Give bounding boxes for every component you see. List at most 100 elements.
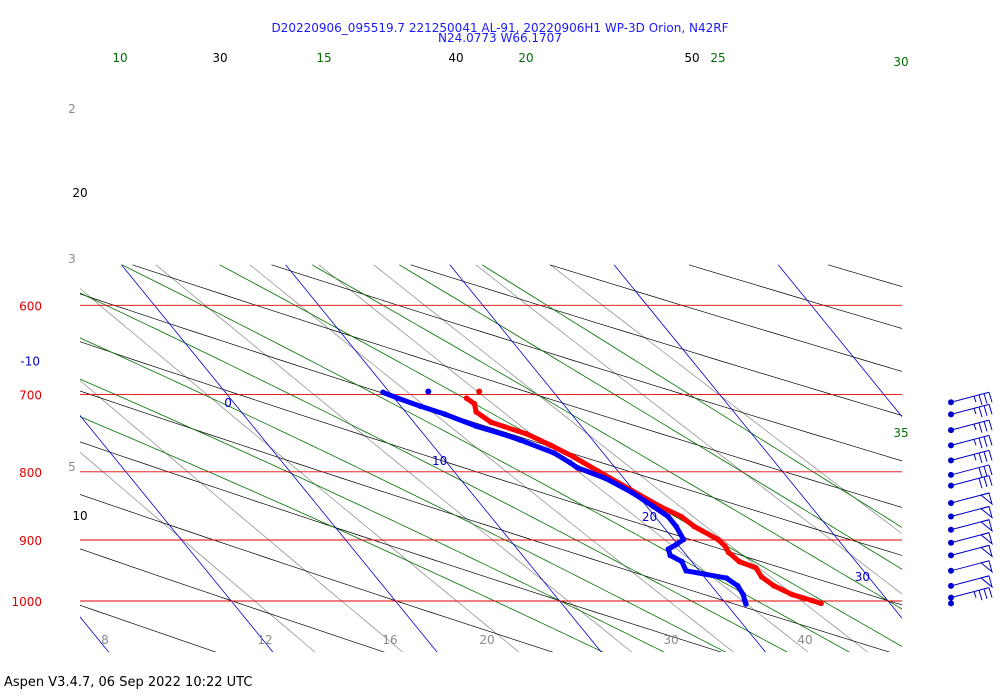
- mixing-ratio-line: [155, 264, 633, 652]
- wind-barb-half: [973, 423, 977, 431]
- dry-adiabat-line: [80, 494, 554, 652]
- isotherm-label: 0: [224, 396, 232, 410]
- wind-barb-full: [988, 450, 993, 461]
- isotherm-line: [613, 264, 902, 619]
- wind-barb-pennant: [979, 519, 993, 533]
- temperature-profile-point: [473, 409, 479, 415]
- wind-barb-full: [978, 590, 983, 601]
- wind-barb-full: [978, 478, 983, 489]
- dewpoint-profile-point: [667, 552, 673, 559]
- mixing-ratio-label: 30: [663, 633, 678, 647]
- moist-adiabat-label: 25: [710, 51, 725, 65]
- wind-barb-full: [983, 405, 988, 416]
- wind-barb-pennant: [979, 544, 993, 558]
- isotherms: [80, 264, 902, 652]
- dry-adiabat-label: 30: [212, 51, 227, 65]
- dewpoint-profile-point: [741, 597, 748, 604]
- temperature-profile-point: [715, 536, 721, 543]
- wind-barb-full: [988, 404, 993, 415]
- wind-barb-full: [988, 475, 993, 486]
- dewpoint-profile-point: [442, 411, 449, 418]
- dry-adiabat-label: 40: [448, 51, 463, 65]
- dewpoint-profile-point: [499, 431, 506, 437]
- mixing-ratio-line: [80, 288, 520, 652]
- mixing-ratio-label: 3: [68, 252, 76, 266]
- isobars: [80, 304, 902, 602]
- dewpoint-point: [425, 388, 432, 395]
- moist-adiabat-label: 35: [893, 426, 908, 440]
- dewpoint-profile-point: [673, 523, 680, 530]
- dewpoint-profile-point: [629, 489, 636, 496]
- dry-adiabat-line: [132, 264, 902, 508]
- temperature-profile-point: [758, 574, 765, 580]
- isotherm-label: 30: [855, 570, 870, 584]
- wind-barb-half: [973, 396, 977, 403]
- moist-adiabat-line: [80, 292, 788, 652]
- dewpoint-profile-point: [417, 403, 424, 410]
- dewpoint-profile-point: [551, 450, 557, 456]
- temperature-profile-point: [753, 564, 759, 571]
- dewpoint-profile-point: [574, 464, 581, 471]
- mixing-ratio-label: 40: [797, 633, 812, 647]
- mixing-ratio-label: 16: [382, 633, 397, 647]
- wind-barb-staff: [950, 434, 990, 446]
- dewpoint-profile-point: [673, 541, 680, 548]
- wind-barb-full: [978, 452, 983, 464]
- wind-barb-half: [973, 408, 977, 415]
- temperature-profile-point: [818, 600, 824, 607]
- dry-adiabat-label: 50: [684, 51, 699, 65]
- moist-adiabat-line: [121, 264, 850, 652]
- mixing-ratio-label: 2: [68, 102, 76, 116]
- temperature-profile-point: [570, 453, 577, 460]
- dewpoint-profile-point: [380, 389, 386, 396]
- mixing-ratio-label: 5: [68, 460, 76, 474]
- moist-adiabats: [80, 264, 902, 652]
- wind-barb-staff: [950, 391, 990, 403]
- wind-barb-full: [988, 587, 993, 598]
- isotherm-label: 10: [432, 454, 447, 468]
- isotherm-line: [449, 264, 766, 652]
- wind-barb-full: [978, 406, 983, 418]
- wind-barb-full: [983, 588, 988, 600]
- mixing-ratio-label: 8: [101, 633, 109, 647]
- dewpoint-profile-point: [394, 395, 401, 401]
- wind-barb-full: [983, 466, 988, 477]
- moist-adiabat-label: 15: [316, 51, 331, 65]
- moist-adiabat-line: [80, 416, 604, 652]
- moist-adiabat-line: [80, 337, 727, 652]
- wind-barb-staff: [950, 419, 990, 431]
- isotherm-line: [121, 264, 438, 652]
- mixing-ratio-line: [318, 264, 809, 652]
- wind-barb-half: [973, 591, 977, 598]
- dewpoint-profile-point: [650, 503, 657, 510]
- dewpoint-profile-point: [567, 459, 573, 466]
- wind-barb-pennant: [979, 505, 993, 519]
- dewpoint-profile-point: [473, 423, 480, 429]
- axis-labels: -10 0 10 20 30 600 700 800 900 1000 30 40 50 20 10 10 15…: [11, 51, 908, 647]
- temperature-profile-point: [725, 549, 732, 556]
- dry-adiabat-label: 10: [72, 509, 87, 523]
- temperature-profile-point: [736, 558, 743, 565]
- dry-adiabat-line: [828, 264, 902, 287]
- profiles: [380, 388, 824, 607]
- moist-adiabat-label: 20: [518, 51, 533, 65]
- isotherm-label: -10: [20, 355, 40, 369]
- isotherm-line: [80, 414, 274, 652]
- wind-barb-full: [988, 419, 993, 431]
- temperature-profile-point: [548, 442, 554, 449]
- moist-adiabat-line: [80, 378, 665, 652]
- temperature-profile-point: [771, 583, 777, 589]
- dewpoint-profile-point: [723, 575, 730, 581]
- temperature-profile-point: [471, 401, 478, 407]
- wind-barb-pennant: [979, 492, 993, 506]
- wind-barb-staff: [950, 403, 990, 415]
- wind-barb-half: [973, 454, 977, 461]
- temperature-profile: [464, 395, 824, 606]
- isotherm-label: 20: [642, 510, 657, 524]
- chart-subtitle: N24.0773 W66.1707: [438, 31, 562, 45]
- dry-adiabat-line: [80, 604, 217, 652]
- mixing-ratio-line: [80, 380, 404, 652]
- wind-barb-full: [983, 476, 988, 488]
- moist-adiabat-line: [399, 264, 902, 570]
